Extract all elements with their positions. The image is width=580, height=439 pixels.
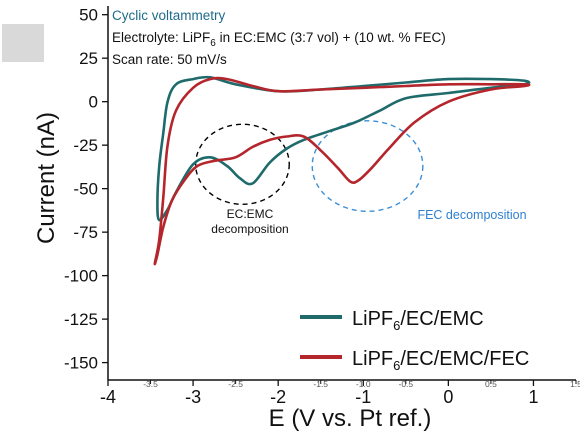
annotation-title: Cyclic voltammetry — [112, 8, 226, 23]
ec-emc-ellipse — [194, 123, 290, 206]
x-minor-tick-label: -1.5 — [313, 379, 328, 389]
y-tick-label: -150 — [64, 354, 98, 373]
x-tick-label: -3 — [185, 387, 201, 407]
y-tick-label: 0 — [89, 93, 98, 112]
annotation-ec-emc-line1: EC:EMC — [227, 207, 274, 221]
axes: 50 25 0 -25 -50 -75 -100 -125 -150-4 -3 -2 -1 0 1 -3.5… — [64, 6, 580, 407]
x-tick-label: -2 — [270, 387, 286, 407]
highlight-ellipses — [194, 120, 424, 212]
placeholder-box — [2, 24, 44, 62]
x-minor-tick-label: 0.5 — [485, 379, 497, 389]
y-tick-label: -50 — [73, 180, 98, 199]
annotation-electrolyte: Electrolyte: LiPF6 in EC:EMC (3:7 vol) +… — [112, 30, 446, 49]
x-minor-tick-label: -2.5 — [228, 379, 243, 389]
x-tick-label: 0 — [443, 387, 453, 407]
series-line-ec-emc — [156, 75, 531, 222]
x-minor-tick-label: 1.5 — [570, 379, 580, 389]
legend-label: LiPF6/EC/EMC/FEC — [352, 348, 529, 373]
fec-ellipse — [311, 120, 424, 212]
x-axis-label: E (V vs. Pt ref.) — [269, 405, 432, 432]
x-minor-tick-label: -0.5 — [398, 379, 413, 389]
y-tick-label: 50 — [79, 6, 98, 25]
series-layer — [153, 75, 531, 266]
x-tick-label: -4 — [100, 387, 116, 407]
y-axis-label: Current (nA) — [33, 112, 60, 244]
legend: LiPF6/EC/EMC LiPF6/EC/EMC/FEC — [300, 308, 529, 373]
annotation-scan-rate: Scan rate: 50 mV/s — [112, 52, 227, 67]
legend-label: LiPF6/EC/EMC — [352, 308, 484, 333]
annotation-ec-emc-line2: decomposition — [211, 222, 288, 236]
y-tick-label: 25 — [79, 49, 98, 68]
x-minor-tick-label: -1.0 — [356, 379, 371, 389]
x-tick-label: -1 — [355, 387, 371, 407]
y-tick-label: -75 — [73, 223, 98, 242]
annotation-fec: FEC decomposition — [417, 208, 526, 222]
x-tick-label: 1 — [528, 387, 538, 407]
y-tick-label: -125 — [64, 310, 98, 329]
y-tick-label: -25 — [73, 136, 98, 155]
x-minor-tick-label: -3.5 — [143, 379, 158, 389]
series-line-ec-emc-fec — [153, 76, 531, 266]
y-tick-label: -100 — [64, 267, 98, 286]
